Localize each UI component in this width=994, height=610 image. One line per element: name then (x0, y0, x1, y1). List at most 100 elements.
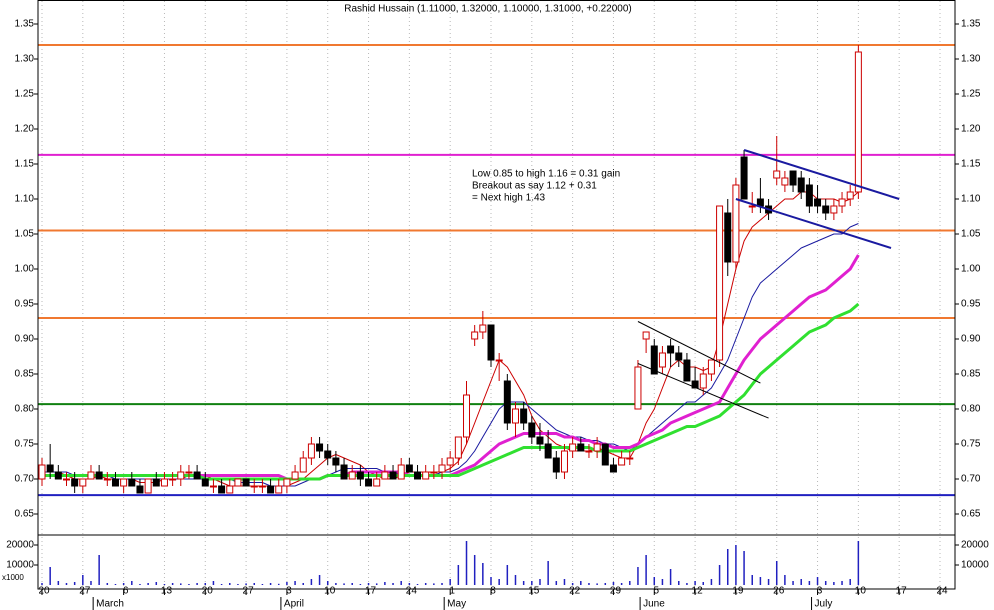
volume-bar (849, 579, 851, 585)
volume-bar (718, 565, 721, 585)
volume-bar (767, 579, 770, 585)
volume-bar (155, 582, 158, 585)
candle-body (267, 485, 275, 494)
volume-bar (482, 563, 484, 585)
candle-body (71, 478, 79, 487)
y-tick-label: 1.10 (961, 194, 981, 205)
x-tick-label: 19 (732, 586, 744, 597)
volume-bar (457, 565, 460, 585)
volume-bar (392, 583, 394, 585)
x-tick-label: 26 (773, 586, 785, 597)
volume-bar (139, 584, 141, 585)
y-tick-label: 0.75 (15, 439, 35, 450)
candle-body (144, 478, 152, 494)
volume-bar (645, 555, 647, 585)
candle-body (634, 366, 642, 410)
volume-bar (580, 581, 582, 585)
volume-bar (759, 577, 762, 585)
candle-body (642, 331, 650, 340)
candle-body (185, 471, 193, 474)
volume-tick-label: 20000 (961, 540, 989, 551)
candle-body (62, 478, 70, 481)
volume-bar (751, 575, 753, 585)
candle-body (234, 478, 242, 487)
y-tick-label: 0.75 (961, 439, 981, 450)
candle-body (340, 464, 348, 480)
volume-bar (163, 584, 166, 585)
y-tick-label: 0.70 (961, 474, 981, 485)
candle-body (307, 443, 315, 459)
volume-bar (424, 583, 427, 585)
volume-bar (539, 579, 541, 585)
candle-body (822, 205, 830, 214)
volume-bar (514, 575, 517, 585)
volume-bar (669, 569, 672, 585)
volume-bar (857, 541, 860, 585)
candle-body (128, 478, 136, 487)
volume-bar (82, 575, 84, 585)
volume-bar (743, 551, 745, 585)
x-tick-label: 22 (569, 586, 581, 597)
volume-bar (171, 583, 174, 585)
x-tick-label: 6 (123, 586, 129, 597)
y-tick-label: 1.20 (15, 124, 35, 135)
candle-body (332, 457, 340, 466)
candle-body (283, 478, 291, 487)
candle-body (740, 156, 748, 200)
y-tick-label: 1.25 (15, 89, 35, 100)
volume-bar (302, 583, 304, 585)
x-tick-label: 12 (692, 586, 704, 597)
candle-body (511, 408, 519, 424)
candle-body (838, 198, 846, 207)
candle-body (789, 170, 797, 186)
x-tick-label: 20 (38, 586, 50, 597)
volume-bar (147, 583, 149, 585)
candle-body (169, 478, 177, 481)
volume-bar (571, 583, 574, 585)
volume-bar (384, 582, 386, 585)
volume-bar (416, 584, 419, 585)
candle-body (414, 471, 422, 480)
volume-bar (620, 583, 623, 585)
candle-body (201, 478, 209, 487)
trend-line (735, 198, 892, 249)
y-tick-label: 1.25 (961, 89, 981, 100)
volume-bar (800, 579, 802, 585)
candle-body (356, 471, 364, 480)
candle-body (699, 373, 707, 389)
y-tick-label: 1.30 (15, 54, 35, 65)
volume-bar (326, 581, 329, 585)
volume-bar (784, 575, 786, 585)
trend-line (637, 321, 761, 384)
volume-bar (465, 541, 468, 585)
candle-body (495, 359, 503, 362)
candle-body (650, 345, 658, 375)
volume-bar (343, 583, 345, 585)
candle-body (609, 464, 617, 473)
month-label: July (815, 599, 833, 610)
x-tick-label: 27 (243, 586, 255, 597)
candle-body (691, 380, 699, 389)
candle-body (773, 170, 781, 179)
candle-body (87, 471, 95, 480)
candle-body (471, 331, 479, 340)
volume-bar (277, 583, 280, 585)
y-tick-label: 1.15 (961, 159, 981, 170)
candle-body (381, 471, 389, 480)
candle-body (250, 485, 258, 488)
x-tick-label: 3 (817, 586, 823, 597)
candle-body (781, 177, 789, 186)
candle-body (299, 457, 307, 473)
volume-bar (335, 583, 337, 585)
volume-bar (833, 582, 835, 585)
candle-body (446, 457, 454, 466)
y-tick-label: 0.90 (961, 334, 981, 345)
volume-bar (229, 583, 231, 585)
trend-layer (637, 149, 900, 419)
candle-body (487, 324, 495, 361)
volume-tick-label: 10000 (6, 560, 34, 571)
candle-body (520, 408, 528, 424)
candle-body (209, 485, 217, 488)
